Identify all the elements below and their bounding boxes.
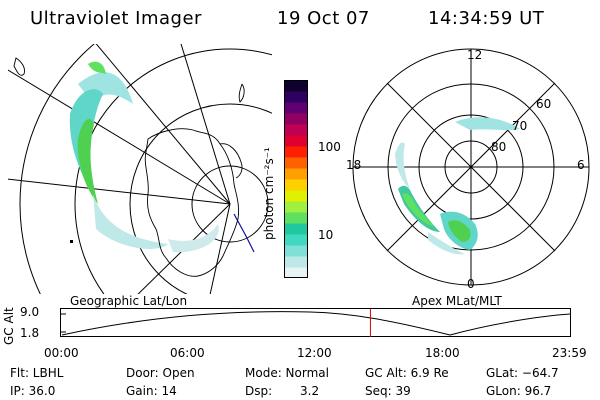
geographic-map	[8, 44, 272, 294]
colorbar-stripe	[284, 146, 308, 158]
glon-info: GLon: 96.7	[486, 384, 552, 398]
colorbar-stripe	[284, 201, 308, 213]
colorbar-stripe	[284, 80, 308, 92]
colorbar-stripe	[284, 256, 308, 268]
altitude-ytick-1-8: 1.8	[20, 326, 40, 340]
geographic-caption: Geographic Lat/Lon	[70, 294, 188, 308]
xtick-2359: 23:59	[552, 346, 587, 360]
colorbar-stripe	[284, 190, 308, 202]
time-label: 14:34:59 UT	[428, 8, 545, 29]
mlt-label-bottom: 0	[467, 277, 475, 291]
xtick-1800: 18:00	[425, 346, 460, 360]
dsp-value: 3.2	[300, 384, 320, 398]
polar-caption: Apex MLat/MLT	[412, 294, 502, 308]
mlt-label-left: 18	[346, 158, 362, 172]
mlt-label-right: 6	[577, 158, 585, 172]
colorbar-stripe	[284, 91, 308, 103]
gc-alt-info: GC Alt: 6.9 Re	[365, 366, 449, 380]
colorbar-stripe	[284, 245, 308, 257]
lat-label-70: 70	[512, 119, 528, 133]
instrument-title: Ultraviolet Imager	[30, 8, 202, 29]
altitude-plot	[60, 308, 572, 338]
colorbar-stripe	[284, 102, 308, 114]
mode-info: Mode: Normal	[245, 366, 329, 380]
colorbar-gradient	[284, 80, 308, 279]
colorbar-stripe	[284, 223, 308, 235]
colorbar-unit-label: photon cm⁻²s⁻¹	[262, 147, 276, 240]
seq-info: Seq: 39	[365, 384, 411, 398]
colorbar-stripe	[284, 113, 308, 125]
filter-info: Flt: LBHL	[10, 366, 64, 380]
glat-info: GLat: −64.7	[486, 366, 559, 380]
polar-plot	[352, 48, 590, 286]
colorbar-stripe	[284, 135, 308, 147]
altitude-ylabel: GC Alt	[2, 307, 16, 345]
colorbar	[284, 80, 308, 279]
colorbar-stripe	[284, 234, 308, 246]
geographic-map-panel	[8, 44, 272, 294]
colorbar-stripe	[284, 157, 308, 169]
lat-label-80: 80	[491, 140, 507, 154]
colorbar-stripe	[284, 212, 308, 224]
date-label: 19 Oct 07	[277, 8, 370, 29]
xtick-1200: 12:00	[297, 346, 332, 360]
colorbar-stripe	[284, 168, 308, 180]
lat-label-60: 60	[536, 97, 552, 111]
mlt-label-top: 12	[467, 48, 483, 62]
colorbar-tick-100: 100	[318, 140, 341, 154]
altitude-ytick-9: 9.0	[20, 305, 40, 319]
altitude-plot-svg	[60, 308, 571, 337]
ip-info: IP: 36.0	[10, 384, 56, 398]
colorbar-border	[284, 80, 308, 278]
gain-info: Gain: 14	[126, 384, 177, 398]
door-info: Door: Open	[126, 366, 195, 380]
colorbar-stripe	[284, 124, 308, 136]
xtick-0000: 00:00	[44, 346, 79, 360]
colorbar-tick-10: 10	[318, 228, 334, 242]
colorbar-stripe	[284, 179, 308, 191]
polar-plot-panel	[340, 44, 600, 294]
colorbar-stripe	[284, 267, 308, 279]
xtick-0600: 06:00	[170, 346, 205, 360]
dsp-label: Dsp:	[245, 384, 273, 398]
